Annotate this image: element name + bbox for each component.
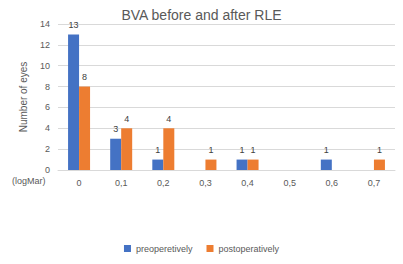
svg-text:0,4: 0,4 xyxy=(241,178,254,188)
svg-text:4: 4 xyxy=(166,114,171,124)
svg-text:0,1: 0,1 xyxy=(115,178,128,188)
svg-text:BVA before and after RLE: BVA before and after RLE xyxy=(121,7,281,23)
svg-text:Number of eyes: Number of eyes xyxy=(18,62,29,133)
svg-text:0,5: 0,5 xyxy=(283,178,296,188)
svg-text:1: 1 xyxy=(324,145,329,155)
svg-text:4: 4 xyxy=(124,114,129,124)
svg-text:1: 1 xyxy=(240,145,245,155)
svg-text:4: 4 xyxy=(45,123,50,133)
svg-text:10: 10 xyxy=(40,61,50,71)
svg-text:0,2: 0,2 xyxy=(157,178,170,188)
svg-text:3: 3 xyxy=(113,124,118,134)
svg-text:0,6: 0,6 xyxy=(326,178,339,188)
svg-text:(logMar): (logMar) xyxy=(12,176,46,186)
svg-text:0,7: 0,7 xyxy=(368,178,381,188)
svg-text:preoperetively: preoperetively xyxy=(136,244,193,254)
svg-text:6: 6 xyxy=(45,102,50,112)
svg-text:13: 13 xyxy=(69,20,79,30)
svg-text:1: 1 xyxy=(251,145,256,155)
svg-text:0: 0 xyxy=(77,178,82,188)
svg-text:8: 8 xyxy=(45,82,50,92)
svg-text:1: 1 xyxy=(155,145,160,155)
svg-text:2: 2 xyxy=(45,144,50,154)
svg-text:1: 1 xyxy=(377,145,382,155)
svg-text:postoperatively: postoperatively xyxy=(218,244,279,254)
svg-text:8: 8 xyxy=(82,72,87,82)
svg-text:0,3: 0,3 xyxy=(199,178,212,188)
svg-text:12: 12 xyxy=(40,40,50,50)
svg-text:14: 14 xyxy=(40,19,50,29)
svg-text:1: 1 xyxy=(208,145,213,155)
svg-text:0: 0 xyxy=(45,165,50,175)
